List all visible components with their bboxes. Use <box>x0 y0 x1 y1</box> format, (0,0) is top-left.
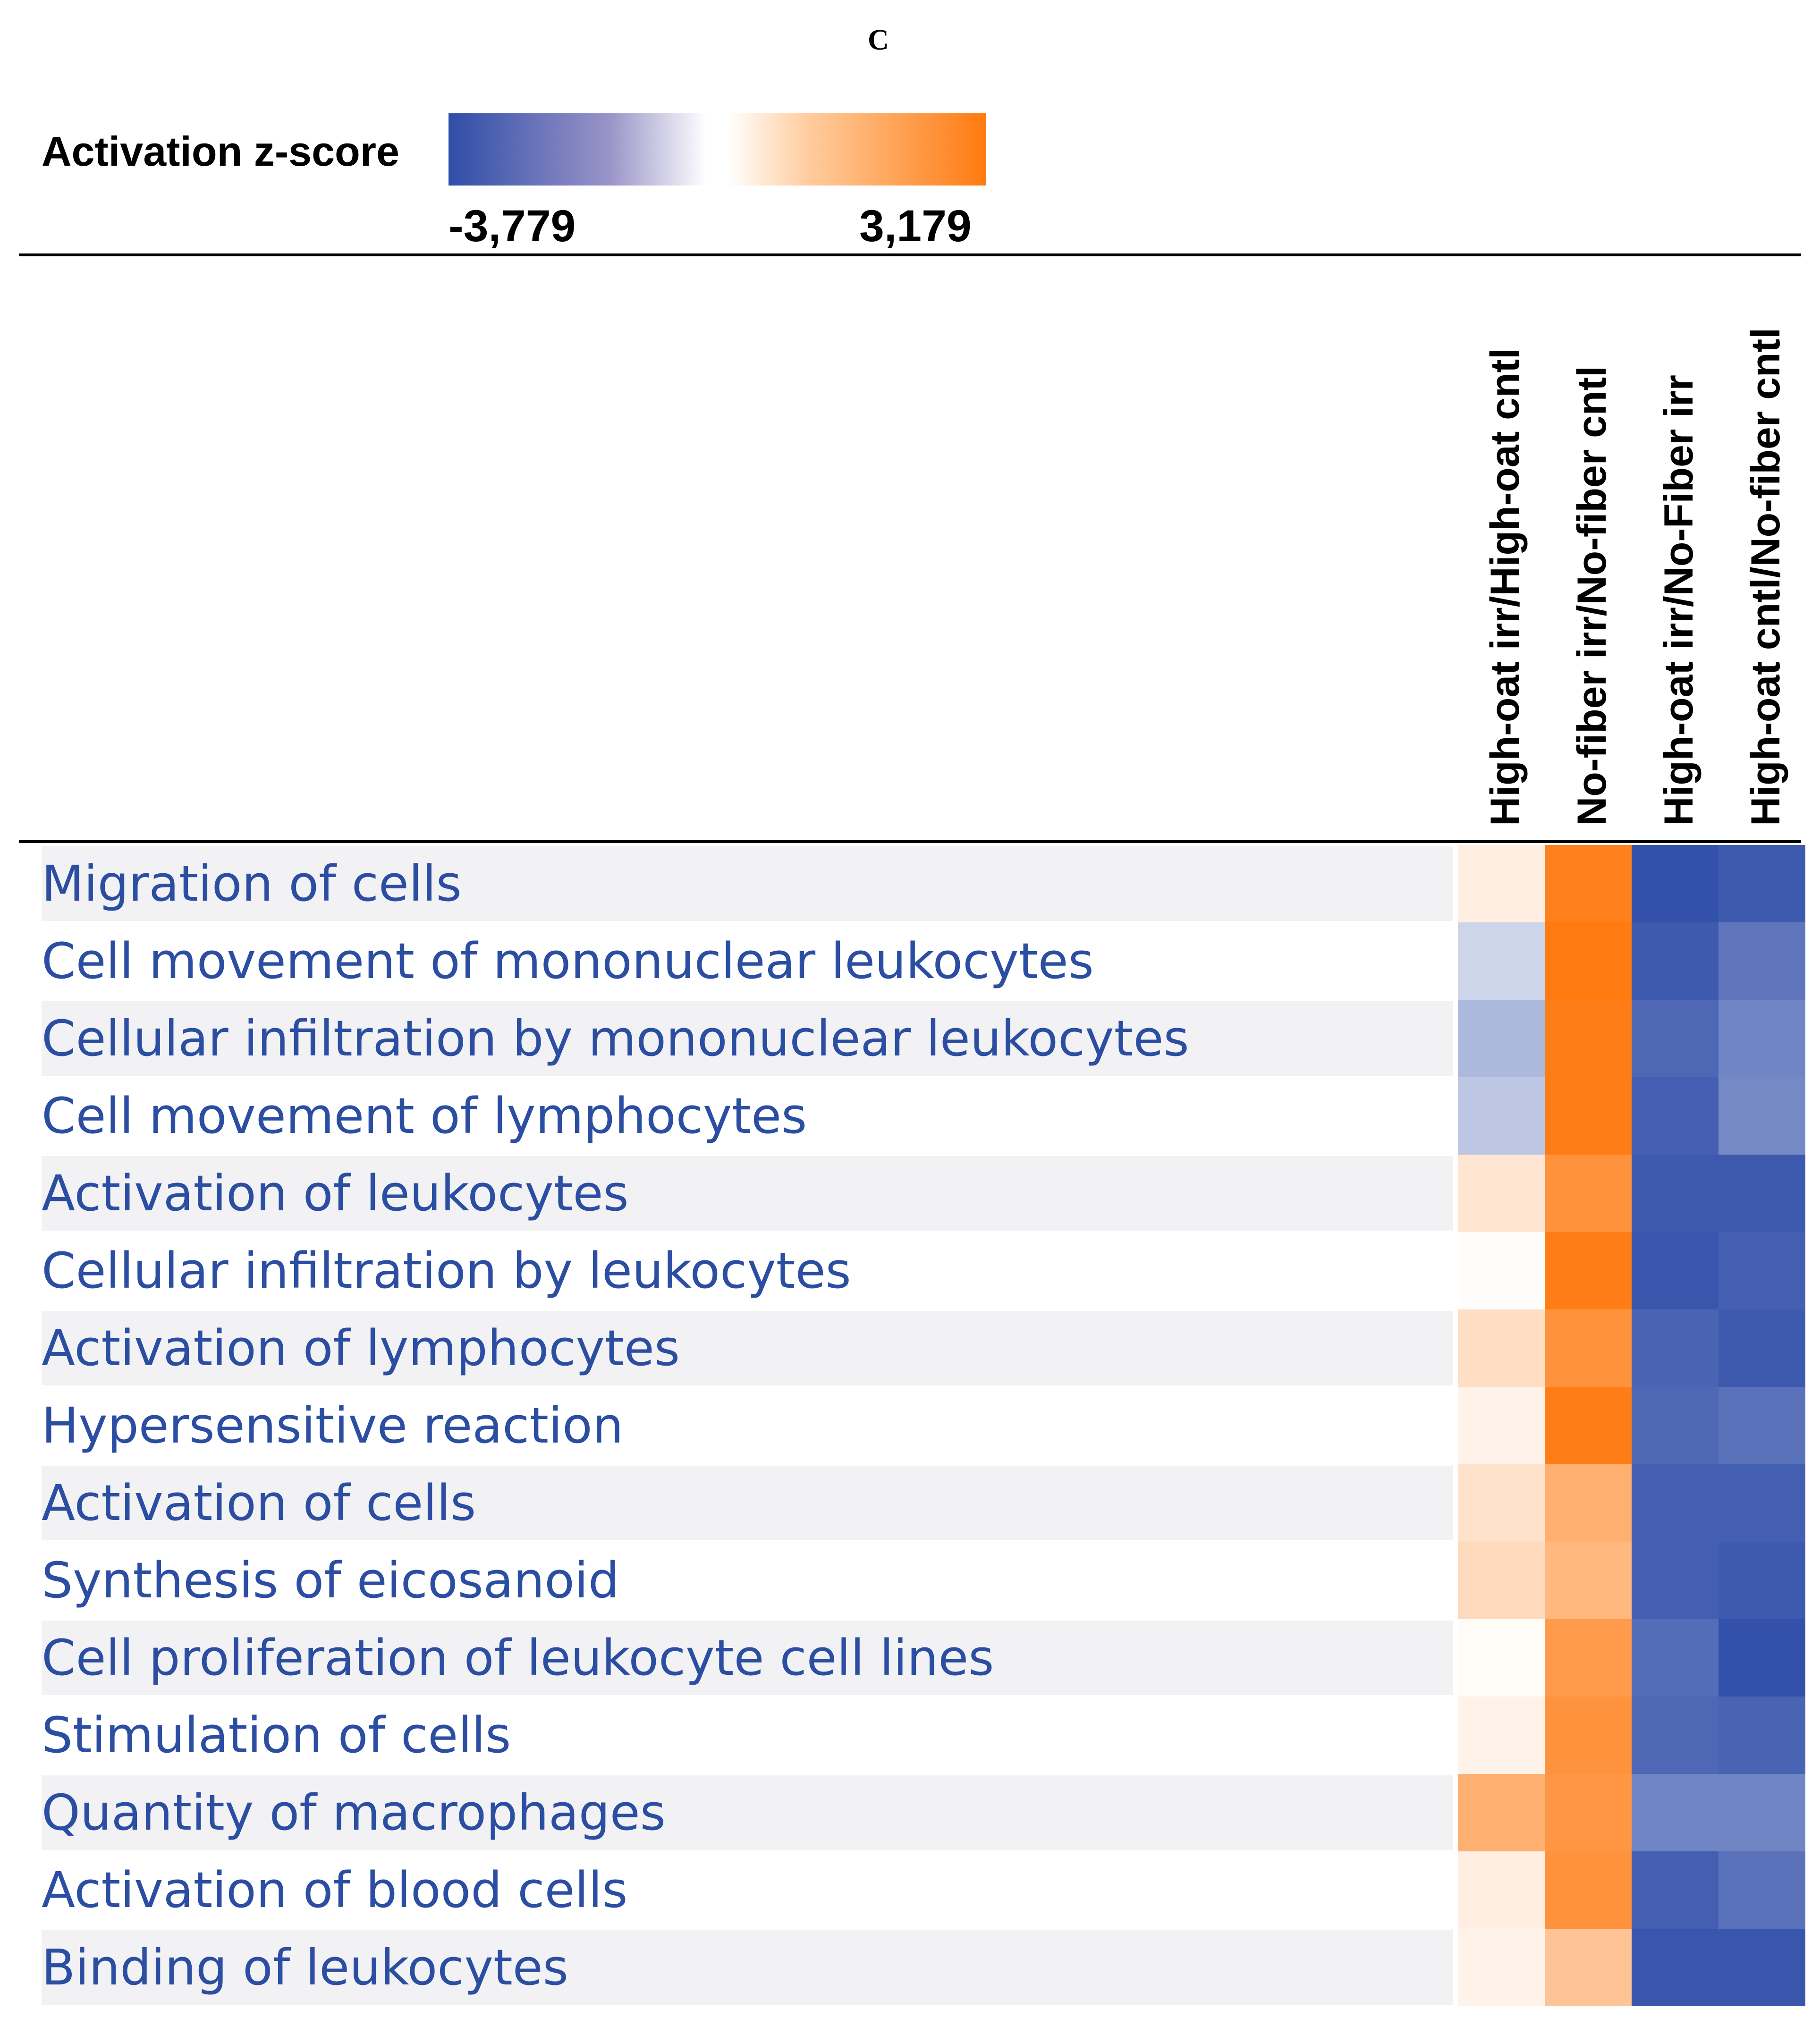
row-label: Activation of leukocytes <box>42 1165 629 1222</box>
heatmap-cell <box>1545 922 1632 1000</box>
heatmap-cell <box>1545 845 1632 922</box>
column-label: High-oat irr/No-Fiber irr <box>1656 375 1701 826</box>
heatmap-cell <box>1718 1387 1805 1464</box>
heatmap-cell <box>1632 1542 1718 1619</box>
heatmap-cell <box>1718 1232 1805 1309</box>
heatmap-cell <box>1632 1774 1718 1851</box>
heatmap-cell <box>1545 1077 1632 1155</box>
heatmap-cell <box>1545 1232 1632 1309</box>
legend-title: Activation z-score <box>42 128 399 175</box>
column-label: High-oat irr/High-oat cntl <box>1482 348 1528 826</box>
legend-color-bar <box>449 113 986 186</box>
heatmap-cell <box>1718 1155 1805 1232</box>
row-background <box>42 1621 1453 1695</box>
column-label: High-oat cntl/No-fiber cntl <box>1743 328 1788 826</box>
heatmap-cell <box>1632 845 1718 922</box>
row-label: Cellular infiltration by leukocytes <box>42 1242 851 1300</box>
panel-letter: C <box>868 24 889 56</box>
heatmap-cell <box>1545 1929 1632 2006</box>
heatmap-cell <box>1545 1387 1632 1464</box>
heatmap-cell <box>1458 1077 1545 1155</box>
heatmap-cell <box>1458 1697 1545 1774</box>
heatmap-cell <box>1545 1000 1632 1077</box>
heatmap-cell <box>1458 1851 1545 1929</box>
heatmap-cell <box>1718 845 1805 922</box>
row-label: Cellular infiltration by mononuclear leu… <box>42 1010 1189 1067</box>
heatmap-cell <box>1632 1929 1718 2006</box>
row-background <box>42 1930 1453 2005</box>
row-label: Cell proliferation of leukocyte cell lin… <box>42 1629 994 1687</box>
heatmap-cell <box>1632 1309 1718 1387</box>
heatmap-cell <box>1632 1000 1718 1077</box>
heatmap-cell <box>1718 1697 1805 1774</box>
row-label: Quantity of macrophages <box>42 1784 666 1841</box>
heatmap-cell <box>1545 1464 1632 1542</box>
heatmap-cell <box>1545 1774 1632 1851</box>
legend-max-label: 3,179 <box>859 201 972 251</box>
header-divider <box>19 840 1801 843</box>
heatmap-cell <box>1718 1619 1805 1697</box>
heatmap-cell <box>1458 1000 1545 1077</box>
heatmap-cell <box>1718 922 1805 1000</box>
row-background <box>42 1311 1453 1385</box>
row-background <box>42 1001 1453 1076</box>
heatmap-cell <box>1458 1464 1545 1542</box>
heatmap-cell <box>1718 1774 1805 1851</box>
heatmap-cell <box>1545 1542 1632 1619</box>
heatmap-cell <box>1545 1155 1632 1232</box>
heatmap-cell <box>1458 1309 1545 1387</box>
row-label: Cell movement of lymphocytes <box>42 1087 807 1145</box>
heatmap-cell <box>1458 1542 1545 1619</box>
heatmap-cell <box>1718 1542 1805 1619</box>
heatmap-cell <box>1718 1464 1805 1542</box>
row-label: Activation of lymphocytes <box>42 1319 680 1377</box>
row-label: Migration of cells <box>42 855 462 912</box>
heatmap-cell <box>1632 1619 1718 1697</box>
row-background <box>42 1466 1453 1540</box>
row-label: Binding of leukocytes <box>42 1939 568 1996</box>
row-label: Synthesis of eicosanoid <box>42 1552 619 1609</box>
heatmap-cell <box>1458 1155 1545 1232</box>
heatmap-cell <box>1458 1619 1545 1697</box>
column-label: No-fiber irr/No-fiber cntl <box>1569 366 1615 826</box>
heatmap-cell <box>1632 1155 1718 1232</box>
heatmap-cell <box>1632 1387 1718 1464</box>
row-label: Activation of blood cells <box>42 1861 628 1919</box>
row-label: Stimulation of cells <box>42 1706 511 1764</box>
heatmap-cell <box>1545 1309 1632 1387</box>
top-divider <box>19 253 1801 256</box>
heatmap-cell <box>1632 1851 1718 1929</box>
heatmap-cell <box>1545 1851 1632 1929</box>
heatmap-cell <box>1718 1929 1805 2006</box>
row-background <box>42 1775 1453 1850</box>
heatmap-cell <box>1545 1697 1632 1774</box>
heatmap-cell <box>1458 1387 1545 1464</box>
heatmap-cell <box>1632 1232 1718 1309</box>
heatmap-cell <box>1545 1619 1632 1697</box>
heatmap-cell <box>1458 1929 1545 2006</box>
heatmap-cell <box>1718 1000 1805 1077</box>
row-label: Activation of cells <box>42 1474 476 1532</box>
row-background <box>42 846 1453 921</box>
heatmap-cell <box>1632 1077 1718 1155</box>
heatmap-cell <box>1632 922 1718 1000</box>
heatmap-cell <box>1632 1464 1718 1542</box>
heatmap-cell <box>1718 1077 1805 1155</box>
heatmap-cell <box>1718 1851 1805 1929</box>
row-label: Hypersensitive reaction <box>42 1397 624 1454</box>
heatmap-cell <box>1632 1697 1718 1774</box>
heatmap-cell <box>1458 845 1545 922</box>
row-background <box>42 1156 1453 1231</box>
heatmap-cell <box>1458 1232 1545 1309</box>
legend-min-label: -3,779 <box>449 201 576 251</box>
heatmap-cell <box>1458 922 1545 1000</box>
row-label: Cell movement of mononuclear leukocytes <box>42 932 1094 990</box>
heatmap-cell <box>1718 1309 1805 1387</box>
heatmap-cell <box>1458 1774 1545 1851</box>
